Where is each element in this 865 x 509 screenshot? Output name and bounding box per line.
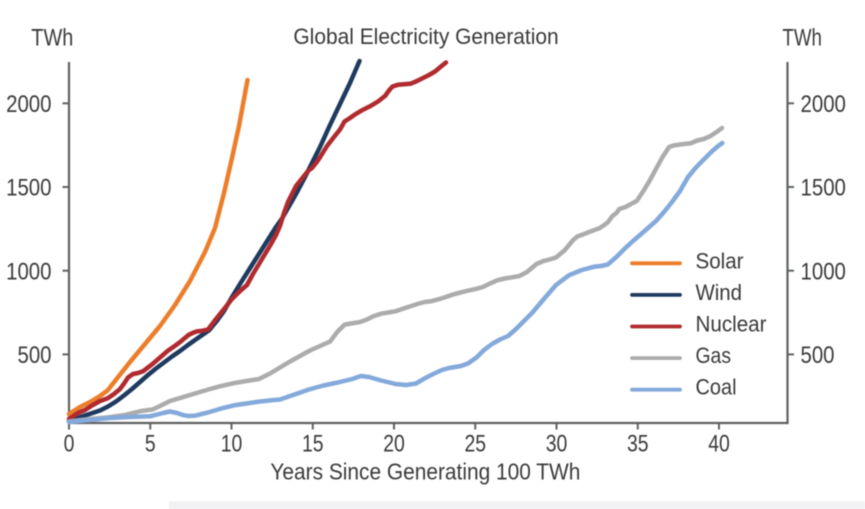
- svg-text:Gas: Gas: [696, 343, 732, 368]
- svg-text:40: 40: [708, 431, 730, 458]
- svg-text:0: 0: [64, 431, 75, 458]
- svg-text:2000: 2000: [801, 91, 846, 118]
- svg-text:Nuclear: Nuclear: [696, 312, 767, 337]
- svg-text:TWh: TWh: [31, 25, 73, 52]
- svg-text:10: 10: [221, 431, 243, 458]
- svg-text:2000: 2000: [6, 91, 51, 118]
- svg-text:20: 20: [383, 431, 405, 458]
- svg-text:500: 500: [18, 342, 52, 369]
- svg-text:Years Since Generating 100 TWh: Years Since Generating 100 TWh: [270, 459, 580, 485]
- svg-text:25: 25: [464, 431, 486, 458]
- svg-text:TWh: TWh: [782, 25, 822, 52]
- svg-text:Wind: Wind: [696, 280, 743, 305]
- svg-text:1000: 1000: [801, 258, 846, 285]
- svg-text:1000: 1000: [6, 258, 51, 285]
- svg-text:30: 30: [546, 431, 568, 458]
- svg-text:1500: 1500: [801, 175, 846, 202]
- svg-text:1500: 1500: [6, 175, 51, 202]
- svg-text:15: 15: [302, 431, 324, 458]
- svg-text:Coal: Coal: [696, 375, 737, 400]
- svg-text:35: 35: [627, 431, 649, 458]
- svg-text:Solar: Solar: [696, 248, 744, 273]
- svg-text:Global Electricity Generation: Global Electricity Generation: [293, 24, 558, 49]
- svg-text:500: 500: [801, 342, 835, 369]
- svg-text:5: 5: [145, 431, 156, 458]
